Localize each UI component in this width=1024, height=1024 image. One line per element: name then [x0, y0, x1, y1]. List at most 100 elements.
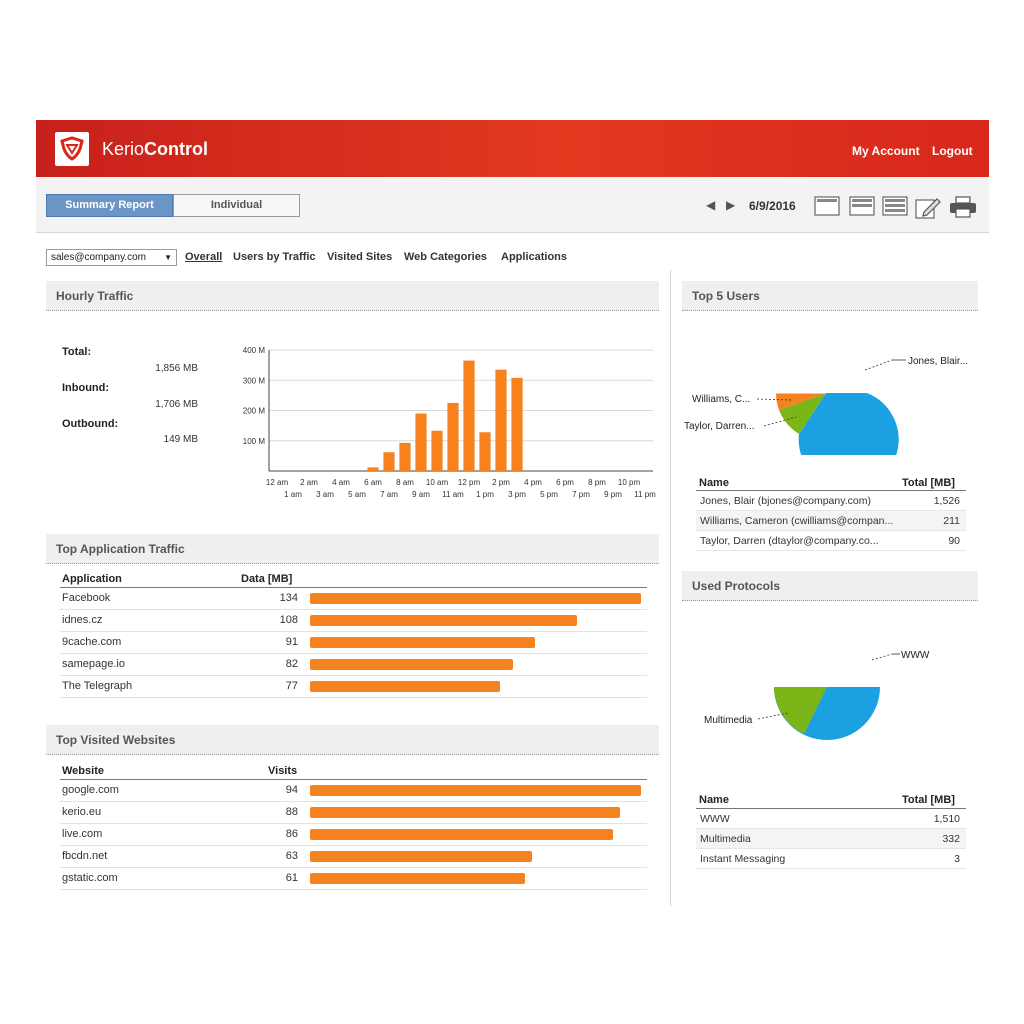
row-value: 61: [285, 872, 298, 884]
row-value: 1,526: [933, 495, 960, 507]
x-tick-label: 9 am: [412, 490, 430, 499]
row-bar: [310, 615, 577, 626]
report-date: 6/9/2016: [749, 199, 796, 213]
table-row: idnes.cz 108: [60, 610, 647, 632]
report-toolbar: Summary Report Individual ◀ ▶ 6/9/2016: [36, 177, 989, 233]
table-row: kerio.eu 88: [60, 802, 647, 824]
row-value: 77: [285, 680, 298, 692]
row-name: Williams, Cameron (cwilliams@compan...: [700, 515, 894, 527]
pie-label-multimedia: Multimedia: [704, 715, 753, 726]
x-tick-label: 12 pm: [458, 478, 481, 487]
column-divider: [670, 270, 671, 906]
user-select[interactable]: sales@company.com ▼: [46, 249, 177, 266]
x-tick-label: 11 pm: [634, 490, 656, 499]
x-tick-label: 7 am: [380, 490, 398, 499]
pie-slice-taylor: [779, 393, 826, 434]
row-value: 90: [948, 535, 960, 547]
x-tick-label: 1 am: [284, 490, 302, 499]
bar-2-pm: [495, 369, 507, 471]
hourly-traffic-chart: 100 M 200 M 300 M 400 M 12 am 1 am 2 am 3 am 4 a…: [243, 346, 656, 499]
my-account-link[interactable]: My Account: [852, 144, 920, 158]
kerio-control-app: KerioControl My Account Logout Summary R…: [36, 120, 989, 910]
logout-link[interactable]: Logout: [932, 144, 973, 158]
row-name: WWW: [700, 813, 730, 825]
row-name: Instant Messaging: [700, 853, 786, 865]
dropdown-caret-icon: ▼: [164, 253, 172, 262]
prev-arrow-icon[interactable]: ◀: [706, 198, 716, 212]
bar-7-am: [383, 452, 395, 471]
pie-label-www: WWW: [901, 650, 930, 661]
row-value: 63: [285, 850, 298, 862]
edit-icon[interactable]: [915, 196, 941, 220]
pie-label-taylor: Taylor, Darren...: [684, 421, 755, 432]
table-row: Jones, Blair (bjones@company.com) 1,526: [696, 491, 966, 511]
x-tick-label: 4 pm: [524, 478, 542, 487]
row-value: 91: [285, 636, 298, 648]
brand-name: KerioControl: [102, 139, 209, 159]
filter-web-categories[interactable]: Web Categories: [404, 251, 487, 263]
row-bar: [310, 785, 641, 796]
layout-1-icon[interactable]: [814, 196, 840, 216]
x-tick-label: 2 pm: [492, 478, 510, 487]
filter-overall[interactable]: Overall: [185, 251, 223, 263]
sites-col-visits: Visits: [268, 765, 298, 777]
next-arrow-icon[interactable]: ▶: [726, 198, 736, 212]
x-tick-label: 12 am: [266, 478, 289, 487]
used-protocols-title: Used Protocols: [682, 571, 978, 601]
bar-10-am: [431, 430, 443, 471]
row-name: idnes.cz: [62, 614, 103, 626]
table-row: fbcdn.net 63: [60, 846, 647, 868]
apps-header-line: [60, 587, 647, 588]
row-bar: [310, 851, 532, 862]
row-value: 94: [285, 784, 298, 796]
filter-users-by-traffic[interactable]: Users by Traffic: [233, 251, 316, 263]
bar-8-am: [399, 442, 411, 471]
table-row: samepage.io 82: [60, 654, 647, 676]
outbound-value: 149 MB: [163, 434, 198, 445]
row-bar: [310, 873, 525, 884]
x-tick-label: 5 am: [348, 490, 366, 499]
print-icon[interactable]: [949, 196, 977, 218]
x-tick-label: 3 pm: [508, 490, 526, 499]
top-users-pie-chart: Jones, Blair... Williams, C... Taylor, D…: [684, 356, 968, 455]
shield-logo-icon: [55, 132, 89, 166]
row-value: 82: [285, 658, 298, 670]
row-name: google.com: [62, 784, 119, 796]
layout-3-icon[interactable]: [882, 196, 908, 216]
protocols-col-total: Total [MB]: [902, 794, 955, 806]
table-row: 9cache.com 91: [60, 632, 647, 654]
x-tick-label: 4 am: [332, 478, 350, 487]
layout-2-icon[interactable]: [849, 196, 875, 216]
app-header: KerioControl My Account Logout: [36, 120, 989, 177]
row-name: Facebook: [62, 592, 111, 604]
table-row: Multimedia 332: [696, 829, 966, 849]
y-tick-label: 400 M: [243, 346, 266, 355]
bar-1-pm: [479, 432, 491, 471]
sites-col-website: Website: [62, 765, 104, 777]
x-tick-label: 1 pm: [476, 490, 494, 499]
inbound-label: Inbound:: [62, 382, 110, 394]
row-name: gstatic.com: [62, 872, 118, 884]
filter-visited-sites[interactable]: Visited Sites: [327, 251, 393, 263]
x-tick-label: 9 pm: [604, 490, 622, 499]
bar-11-am: [447, 402, 459, 471]
x-tick-label: 10 am: [426, 478, 449, 487]
table-row: WWW 1,510: [696, 809, 966, 829]
bar-12-pm: [463, 360, 475, 471]
x-tick-label: 8 pm: [588, 478, 606, 487]
total-label: Total:: [62, 346, 92, 358]
row-name: kerio.eu: [62, 806, 102, 818]
filter-applications[interactable]: Applications: [501, 251, 568, 263]
bar-6-am: [367, 467, 379, 471]
row-name: Jones, Blair (bjones@company.com): [700, 495, 871, 507]
tab-individual[interactable]: Individual: [173, 194, 300, 217]
x-tick-label: 3 am: [316, 490, 334, 499]
x-tick-label: 8 am: [396, 478, 414, 487]
x-tick-label: 5 pm: [540, 490, 558, 499]
pie-slice-multimedia: [774, 687, 827, 734]
table-row: gstatic.com 61: [60, 868, 647, 890]
total-value: 1,856 MB: [155, 363, 198, 374]
row-name: Taylor, Darren (dtaylor@company.co...: [700, 535, 879, 547]
tab-summary-report[interactable]: Summary Report: [46, 194, 173, 217]
y-tick-label: 300 M: [243, 376, 266, 385]
